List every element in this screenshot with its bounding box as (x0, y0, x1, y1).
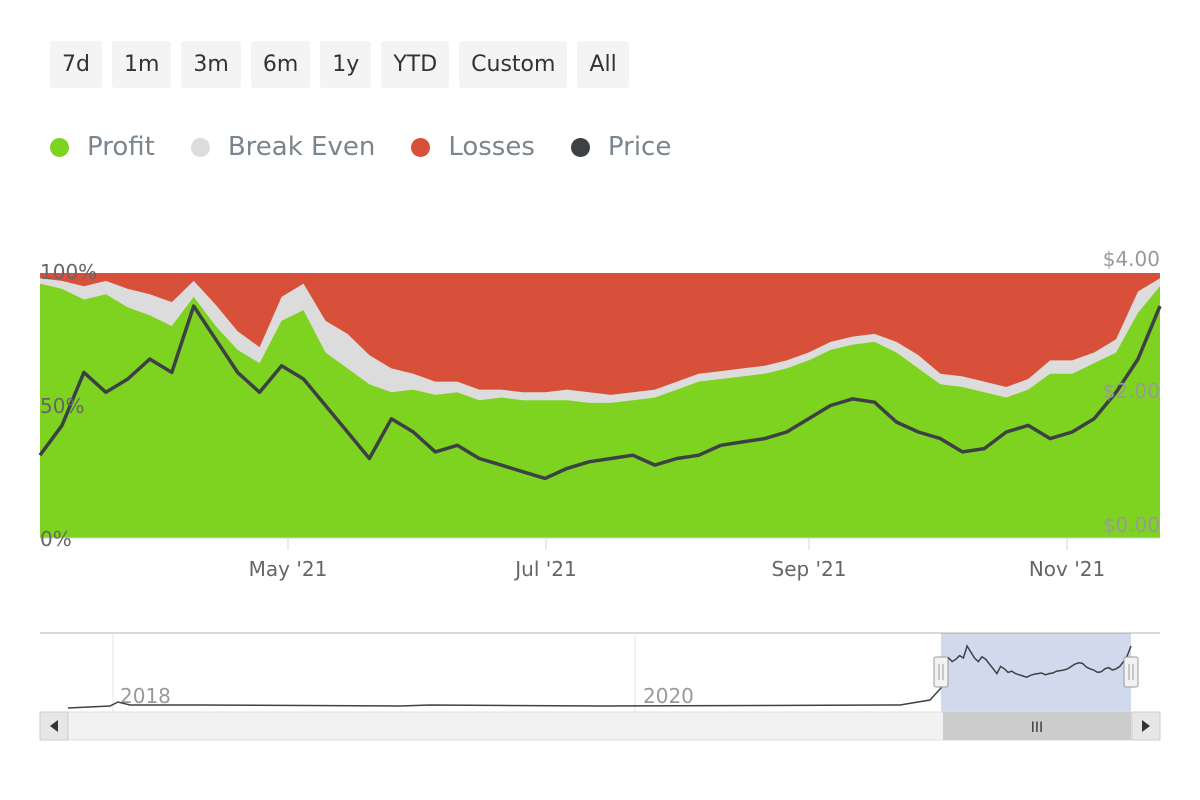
legend-label-losses: Losses (448, 132, 535, 162)
scrollbar-thumb[interactable] (943, 712, 1131, 740)
range-button-ytd[interactable]: YTD (381, 41, 450, 88)
legend-item-profit[interactable]: Profit (50, 132, 155, 162)
profit-area (40, 283, 1160, 538)
x-tick-label: May '21 (249, 557, 328, 581)
y-left-tick-label: 0% (40, 527, 72, 551)
scrollbar-grip: III (1031, 720, 1043, 736)
range-button-6m[interactable]: 6m (250, 41, 311, 88)
navigator-handle-right[interactable] (1123, 656, 1139, 688)
legend-dot-profit (50, 137, 69, 157)
legend-dot-break-even (190, 137, 210, 157)
price-line (38, 304, 1162, 481)
y-right-tick-label: $4.00 (1103, 247, 1160, 271)
legend-item-losses[interactable]: Losses (411, 132, 535, 162)
legend-item-break-even[interactable]: Break Even (190, 132, 376, 162)
chevron-left-icon (50, 720, 58, 732)
legend-dot-losses (411, 137, 431, 157)
range-button-7d[interactable]: 7d (50, 41, 102, 88)
legend-item-price[interactable]: Price (570, 132, 672, 162)
y-left-tick-label: 100% (40, 260, 97, 284)
range-selector: 7d 1m 3m 6m 1y YTD Custom All (50, 41, 629, 88)
x-tick-label: Jul '21 (513, 557, 576, 581)
legend-label-break-even: Break Even (227, 132, 376, 162)
range-button-1m[interactable]: 1m (111, 41, 172, 88)
range-button-1y[interactable]: 1y (320, 41, 372, 88)
y-right-tick-label: $2.00 (1103, 379, 1160, 403)
range-button-3m[interactable]: 3m (181, 41, 241, 88)
navigator-selection[interactable] (941, 633, 1131, 712)
plot-area (38, 273, 1162, 538)
legend-dot-price (570, 137, 590, 157)
x-tick-label: Sep '21 (772, 557, 847, 581)
y-left-tick-label: 50% (40, 394, 84, 418)
legend-label-profit: Profit (87, 132, 155, 162)
navigator: 2018 2020 (40, 632, 1160, 712)
x-tick-label: Nov '21 (1029, 557, 1105, 581)
range-button-all[interactable]: All (577, 41, 629, 88)
chart-legend: Profit Break Even Losses Price (50, 132, 671, 162)
range-button-custom[interactable]: Custom (459, 41, 568, 88)
y-right-tick-label: $0.00 (1103, 513, 1160, 537)
navigator-scrollbar[interactable]: III (39, 711, 1161, 741)
chevron-right-icon (1142, 720, 1150, 732)
navigator-label-2020: 2020 (643, 684, 694, 708)
legend-label-price: Price (607, 132, 672, 162)
navigator-handle-left[interactable] (933, 656, 949, 688)
